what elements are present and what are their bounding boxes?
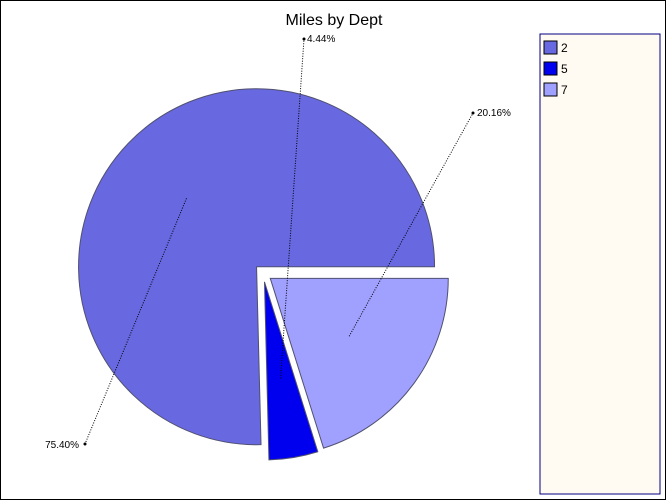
- legend-box: [539, 33, 661, 495]
- leader-line-5: [280, 38, 305, 379]
- percent-label-7: 20.16%: [477, 108, 511, 119]
- pie-slices: [78, 88, 449, 461]
- percent-label-5: 4.44%: [307, 34, 335, 45]
- pie-slice-7: [269, 277, 449, 449]
- legend-label-2: 2: [561, 41, 568, 55]
- legend-items: 2 5 7: [543, 40, 568, 97]
- leader-dot-7: [471, 111, 475, 115]
- percent-labels: 75.40% 4.44% 20.16%: [45, 34, 511, 451]
- legend-label-5: 5: [561, 62, 568, 76]
- leader-dot-5: [302, 37, 306, 41]
- leader-dot-2: [83, 442, 87, 446]
- leader-line-2: [84, 198, 187, 445]
- leader-lines: [83, 37, 475, 446]
- pie-slice-5: [263, 281, 319, 461]
- percent-label-2: 75.40%: [45, 440, 79, 451]
- legend-swatch-7: [543, 82, 558, 97]
- legend: 2 5 7: [539, 33, 661, 495]
- legend-label-7: 7: [561, 83, 568, 97]
- pie-slice-2: [78, 88, 436, 446]
- legend-swatch-2: [543, 40, 558, 55]
- legend-swatch-5: [543, 61, 558, 76]
- leader-line-7: [348, 112, 474, 337]
- chart-title: Miles by Dept: [286, 12, 383, 29]
